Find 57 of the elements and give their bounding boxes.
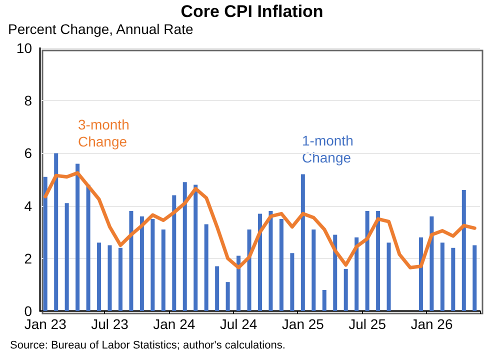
- bar: [215, 266, 220, 311]
- bar: [386, 242, 391, 311]
- bar: [97, 242, 102, 311]
- line-series: [44, 171, 476, 270]
- y-tick-label: 4: [24, 198, 32, 214]
- bar: [462, 190, 466, 311]
- bar: [161, 229, 166, 311]
- bar: [150, 218, 155, 311]
- bar: [226, 282, 230, 311]
- x-tick-label: Jan 26: [410, 316, 453, 332]
- y-axis-title: Percent Change, Annual Rate: [8, 21, 194, 37]
- bar: [322, 290, 326, 311]
- y-tick-label: 2: [24, 250, 32, 266]
- bar: [43, 176, 48, 311]
- bar: [172, 195, 176, 311]
- bar: [430, 216, 434, 311]
- x-tick-label: Jan 24: [153, 316, 196, 332]
- bar: [194, 184, 198, 311]
- y-tick-label: 6: [24, 145, 32, 162]
- source-note: Source: Bureau of Labor Statistics; author's calculations.: [10, 340, 286, 352]
- bar: [376, 211, 380, 311]
- bar: [312, 229, 316, 311]
- bar: [247, 229, 252, 311]
- series-label: 1-month Change: [302, 132, 354, 166]
- bar: [86, 184, 90, 311]
- series-label: 3-month Change: [78, 116, 130, 150]
- bar: [440, 242, 444, 311]
- x-tick-label: Jul 23: [91, 316, 129, 332]
- bar: [236, 256, 241, 311]
- x-tick-label: Jul 24: [220, 316, 258, 332]
- bar: [140, 216, 144, 311]
- bar: [290, 253, 294, 311]
- x-tick-label: Jan 25: [282, 316, 324, 332]
- bar: [279, 218, 284, 311]
- bar: [118, 248, 122, 311]
- y-tick-label: 10: [16, 40, 32, 56]
- bar: [64, 203, 69, 311]
- bar: [258, 214, 262, 311]
- chart-title: Core CPI Inflation: [180, 2, 324, 21]
- bar: [204, 224, 208, 311]
- bar: [365, 211, 370, 311]
- bar: [108, 245, 112, 311]
- y-tick-label: 0: [24, 303, 32, 319]
- y-tick-label: 8: [24, 92, 32, 109]
- bar: [333, 234, 338, 311]
- bar: [472, 245, 477, 311]
- bar: [54, 153, 58, 311]
- bar: [451, 248, 456, 311]
- bar: [354, 237, 359, 311]
- bar: [129, 211, 134, 311]
- bar: [182, 182, 187, 311]
- bar: [268, 211, 273, 311]
- x-tick-label: Jul 25: [348, 316, 386, 332]
- bar: [344, 268, 348, 311]
- x-tick-label: Jan 23: [24, 316, 67, 332]
- bar: [76, 164, 80, 311]
- bar: [300, 174, 305, 311]
